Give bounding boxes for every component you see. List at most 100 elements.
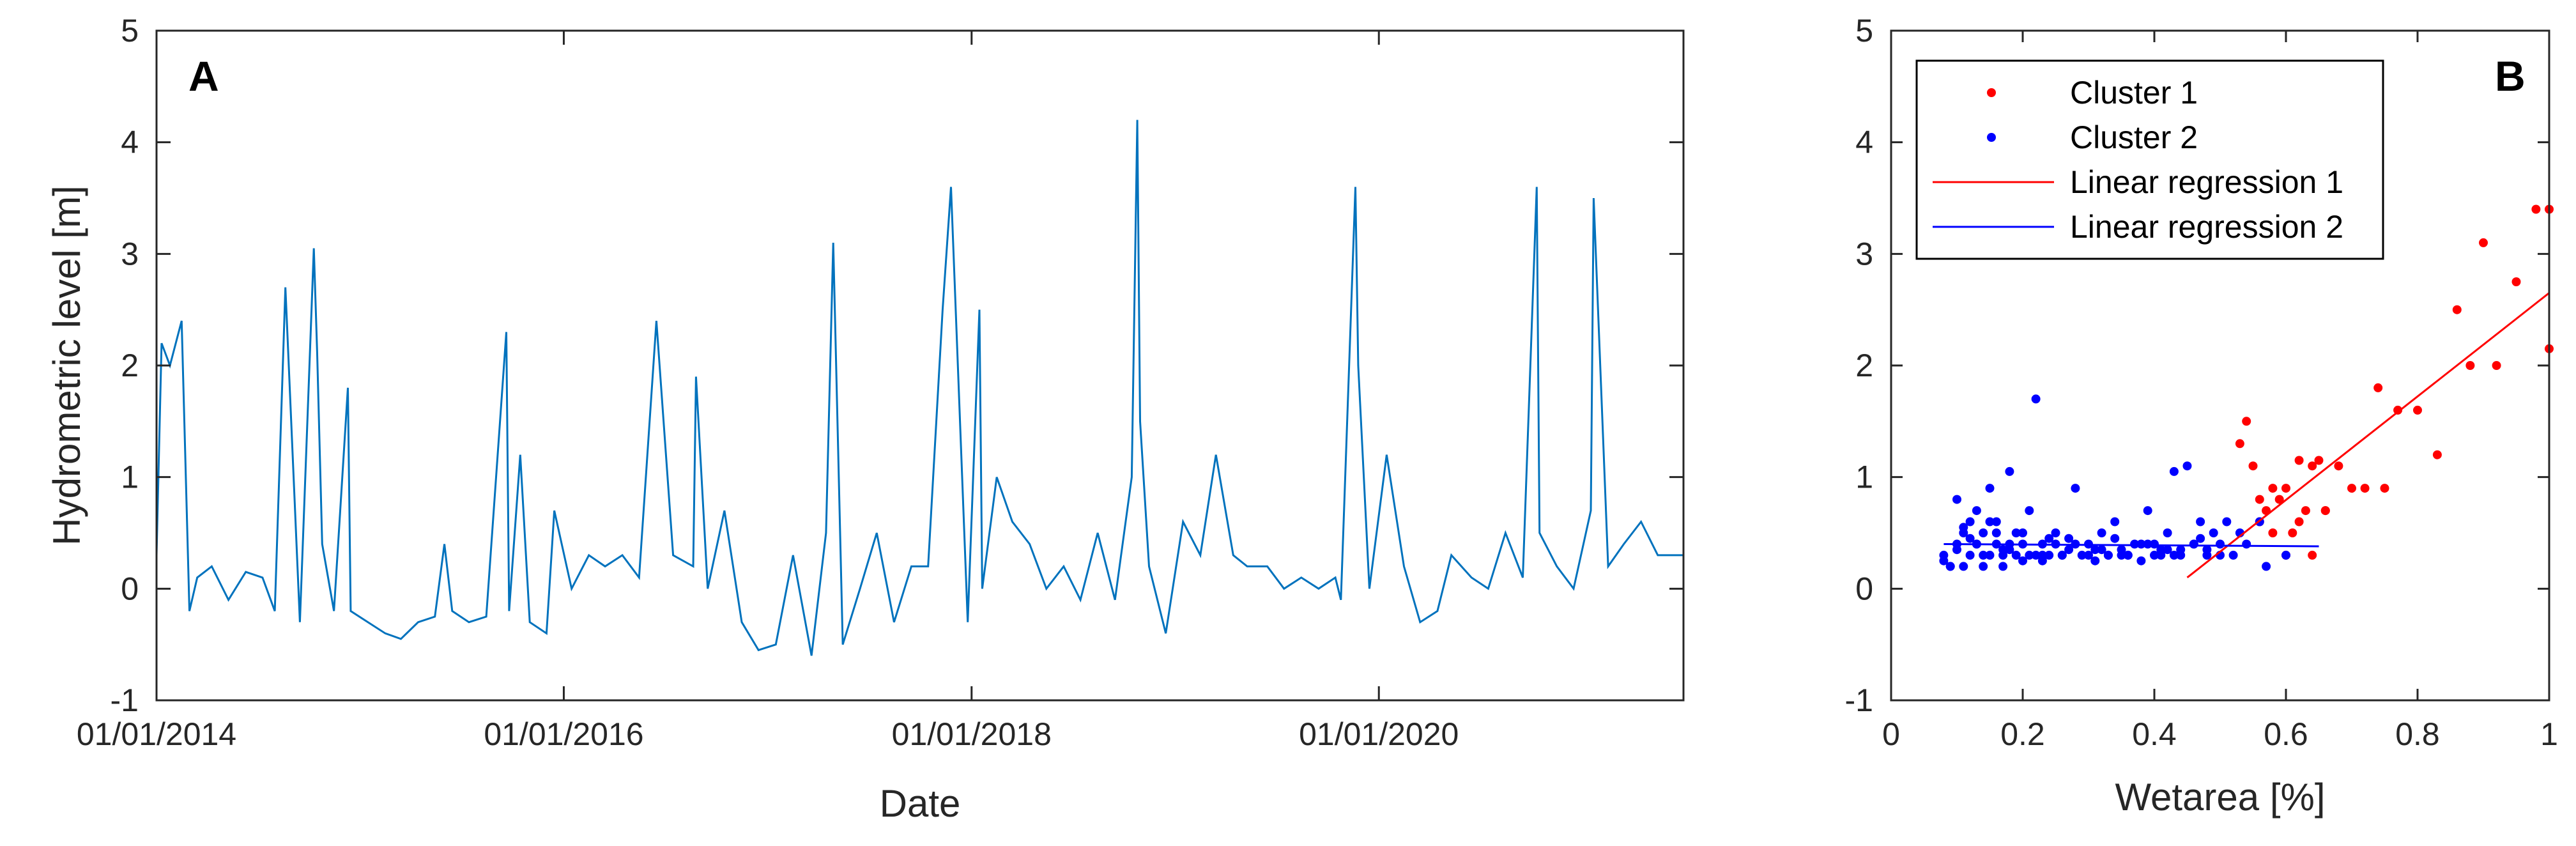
panel-b-point-series-2: [2163, 545, 2172, 555]
panel-a-plot-box: [155, 29, 1685, 702]
panel-b-point-series-1: [2308, 550, 2317, 560]
panel-b-point-series-2: [2005, 545, 2014, 555]
panel-a-letter: A: [188, 52, 219, 100]
panel-b-point-series-1: [2393, 405, 2403, 415]
panel-b-point-series-2: [2182, 461, 2192, 471]
panel-b-point-series-2: [1991, 528, 2001, 537]
panel-b-point-series-1: [2294, 517, 2304, 527]
panel-b-point-series-2: [1939, 556, 1949, 565]
panel-b-point-series-2: [2097, 545, 2106, 555]
panel-b-xlabel: Wetarea [%]: [2115, 776, 2325, 819]
panel-b-point-series-1: [2479, 238, 2488, 247]
panel-b-point-series-2: [2011, 528, 2021, 537]
panel-b-point-series-1: [2235, 439, 2244, 449]
panel-b-point-series-2: [2018, 528, 2027, 537]
panel-b-point-series-2: [2057, 550, 2067, 560]
panel-b-point-series-1: [2242, 417, 2251, 426]
panel-b-point-series-2: [2262, 562, 2271, 571]
panel-b-point-series-2: [1985, 517, 1995, 527]
panel-a-ytick-label: 2: [121, 348, 139, 383]
panel-b-point-series-2: [1979, 528, 1988, 537]
panel-b-point-series-2: [2064, 545, 2074, 555]
panel-a-xtick-label: 01/01/2018: [892, 716, 1052, 752]
panel-b-point-series-1: [2373, 383, 2383, 392]
panel-b-point-series-1: [2255, 495, 2264, 504]
panel-b-point-series-1: [2347, 484, 2356, 493]
panel-b-point-series-1: [2432, 450, 2442, 459]
panel-b-point-series-1: [2314, 456, 2324, 465]
panel-b-ytick-label: 1: [1855, 459, 1873, 495]
panel-b-point-series-2: [2196, 517, 2205, 527]
panel-b-point-series-2: [2130, 539, 2140, 549]
panel-b-point-series-2: [2143, 506, 2152, 516]
panel-b-point-series-2: [2090, 556, 2100, 565]
panel-b-point-series-2: [1985, 550, 1995, 560]
panel-b-point-series-2: [1959, 523, 1968, 532]
panel-b-point-series-2: [2242, 539, 2251, 549]
panel-b-point-series-1: [2281, 484, 2290, 493]
panel-b-point-series-2: [2037, 550, 2047, 560]
panel-b-point-series-2: [2025, 550, 2034, 560]
panel-b-point-series-1: [2360, 484, 2370, 493]
panel-b-point-series-1: [2268, 528, 2278, 537]
panel-b-point-series-2: [1998, 562, 2008, 571]
legend-label-regression-1: Linear regression 1: [2070, 164, 2343, 200]
panel-b-point-series-2: [2077, 550, 2087, 560]
panel-b-point-series-2: [2222, 517, 2232, 527]
panel-b-point-series-2: [2202, 545, 2212, 555]
panel-b-ytick-label: 4: [1855, 125, 1873, 160]
panel-b-ytick-label: 0: [1855, 571, 1873, 606]
panel-a-xtick-label: 01/01/2014: [77, 716, 236, 752]
panel-b-ytick-label: 2: [1855, 348, 1873, 383]
panel-b-point-series-1: [2308, 461, 2317, 471]
panel-b-regression-line-1: [2186, 292, 2550, 579]
panel-b-point-series-2: [1945, 562, 1955, 571]
panel-b-point-series-2: [1965, 534, 1975, 543]
panel-b-legend: Cluster 1 Cluster 2 Linear regression 1 …: [1915, 59, 2384, 260]
legend-label-regression-2: Linear regression 2: [2070, 209, 2343, 245]
panel-b-point-series-2: [1979, 562, 1988, 571]
panel-b-point-series-2: [2117, 550, 2126, 560]
panel-a-ytick-label: -1: [111, 682, 139, 718]
panel-b-point-series-2: [1965, 550, 1975, 560]
panel-b-point-series-1: [2380, 484, 2389, 493]
panel-a-ticks: -1 0 1 2 3 4 5 01/01/2014 01/01/2016 01/01/2018 01…: [77, 13, 1683, 752]
panel-b-point-series-2: [2228, 550, 2238, 560]
panel-b-point-series-2: [2025, 506, 2034, 516]
panel-b-xtick-label: 0.2: [2000, 716, 2045, 752]
panel-b-ytick-label: -1: [1845, 682, 1873, 718]
panel-b-point-series-1: [2511, 277, 2521, 286]
panel-a-xtick-label: 01/01/2020: [1299, 716, 1459, 752]
panel-a-ytick-label: 0: [121, 571, 139, 606]
panel-b-point-series-2: [2150, 550, 2159, 560]
panel-b-point-series-1: [2531, 204, 2541, 214]
panel-a-series-line-group: [155, 119, 1683, 656]
panel-b-ytick-label: 3: [1855, 236, 1873, 272]
panel-b-point-series-2: [2110, 534, 2120, 543]
panel-b-point-series-1: [2413, 405, 2422, 415]
panel-b-point-series-2: [2136, 556, 2146, 565]
panel-a-xtick-label: 01/01/2016: [484, 716, 643, 752]
panel-b-point-series-2: [2044, 534, 2054, 543]
panel-b-point-series-2: [2169, 550, 2179, 560]
panel-a-ytick-label: 1: [121, 459, 139, 495]
panel-b-point-series-2: [2084, 550, 2093, 560]
panel-a-ylabel: Hydrometric level [m]: [45, 185, 88, 545]
panel-b-point-series-2: [2196, 534, 2205, 543]
panel-b-point-series-2: [2044, 550, 2054, 560]
panel-b-point-series-1: [2301, 506, 2310, 516]
panel-b-point-series-2: [2123, 550, 2133, 560]
panel-b-point-series-2: [2169, 466, 2179, 476]
panel-b-point-series-2: [1952, 545, 1961, 555]
panel-b-point-series-2: [2110, 517, 2120, 527]
panel-b-point-series-2: [2143, 539, 2152, 549]
panel-b-point-series-1: [2274, 495, 2284, 504]
panel-b-point-series-1: [2248, 461, 2258, 471]
panel-b-point-series-2: [1952, 495, 1961, 504]
legend-marker-cluster-2: [1987, 133, 1996, 142]
panel-b-point-series-1: [2268, 484, 2278, 493]
panel-b-data-group: [1939, 204, 2554, 579]
panel-b-point-series-1: [2492, 361, 2501, 370]
